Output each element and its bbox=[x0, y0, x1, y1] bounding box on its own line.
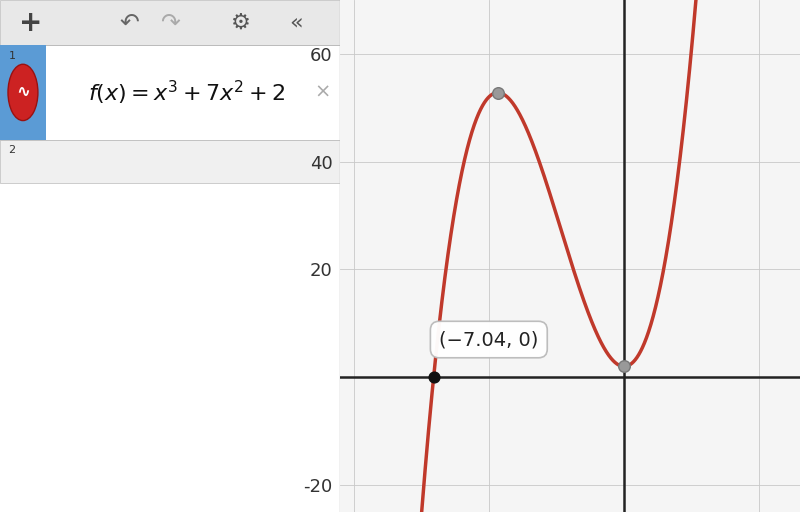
Text: ⚙: ⚙ bbox=[231, 12, 251, 33]
Ellipse shape bbox=[8, 64, 38, 121]
Text: ↶: ↶ bbox=[119, 11, 139, 34]
Text: 1: 1 bbox=[9, 51, 15, 61]
FancyBboxPatch shape bbox=[0, 140, 340, 183]
Text: ×: × bbox=[315, 83, 331, 102]
Text: +: + bbox=[19, 9, 42, 36]
Text: (−7.04, 0): (−7.04, 0) bbox=[439, 330, 538, 349]
FancyBboxPatch shape bbox=[0, 45, 46, 140]
Text: ∿: ∿ bbox=[16, 83, 30, 101]
Text: ↷: ↷ bbox=[160, 11, 180, 34]
FancyBboxPatch shape bbox=[0, 45, 340, 140]
Point bbox=[618, 362, 630, 371]
Text: $f\left(x\right)=x^{3}+7x^{2}+2$: $f\left(x\right)=x^{3}+7x^{2}+2$ bbox=[88, 78, 286, 106]
Point bbox=[491, 89, 504, 97]
Point bbox=[427, 373, 440, 381]
Text: «: « bbox=[289, 12, 302, 33]
FancyBboxPatch shape bbox=[0, 0, 340, 45]
Text: 2: 2 bbox=[9, 145, 16, 155]
